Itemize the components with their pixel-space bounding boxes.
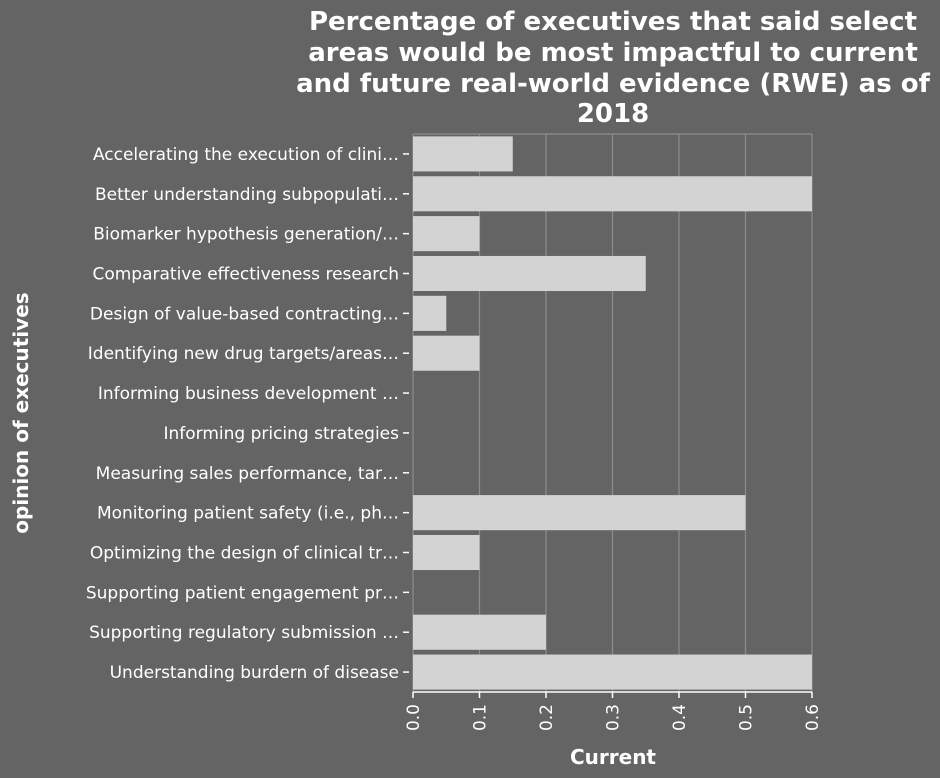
x-tick-label: 0.4 [670,704,690,731]
y-axis: Accelerating the execution of clini… Bett… [86,145,409,683]
y-axis-title: opinion of executives [9,292,33,533]
x-tick-label: 0.3 [604,704,624,731]
y-tick-label: Informing business development … [98,384,399,404]
bar [413,216,480,251]
y-tick-label: Informing pricing strategies [163,424,399,444]
chart-title-line: areas would be most impactful to current [308,38,918,68]
chart-title-line: 2018 [577,99,649,129]
x-axis-title: Current [570,745,656,769]
bar [413,495,746,530]
bar [413,655,812,690]
chart-title-line: Percentage of executives that said selec… [309,7,917,37]
x-tick-label: 0.0 [404,704,424,731]
x-tick-label: 0.6 [803,704,823,731]
y-tick-label: Measuring sales performance, tar… [96,464,399,484]
y-tick-label: Biomarker hypothesis generation/… [93,225,399,245]
bar [413,256,646,291]
bar [413,176,812,211]
x-tick-label: 0.2 [537,704,557,731]
x-tick-label: 0.1 [471,704,491,731]
y-tick-label: Better understanding subpopulati… [95,185,399,205]
y-tick-label: Supporting patient engagement pr… [86,583,399,603]
y-tick-label: Monitoring patient safety (i.e., ph… [97,504,399,524]
y-tick-label: Design of value-based contracting… [90,304,399,324]
y-tick-label: Comparative effectiveness research [92,265,399,285]
x-axis: 0.0 0.1 0.2 0.3 0.4 0.5 0.6 [404,692,823,731]
y-tick-label: Understanding burdern of disease [110,663,399,683]
bar [413,336,480,371]
chart-title-line: and future real-world evidence (RWE) as … [296,69,931,99]
bar [413,535,480,570]
bar [413,296,446,331]
bar [413,615,546,650]
x-tick-label: 0.5 [737,704,757,731]
chart-title: Percentage of executives that said selec… [296,7,931,129]
bar [413,136,513,171]
y-tick-label: Accelerating the execution of clini… [93,145,399,165]
y-tick-label: Supporting regulatory submission … [89,623,399,643]
y-tick-label: Optimizing the design of clinical tr… [90,544,399,564]
y-tick-label: Identifying new drug targets/areas… [88,344,399,364]
